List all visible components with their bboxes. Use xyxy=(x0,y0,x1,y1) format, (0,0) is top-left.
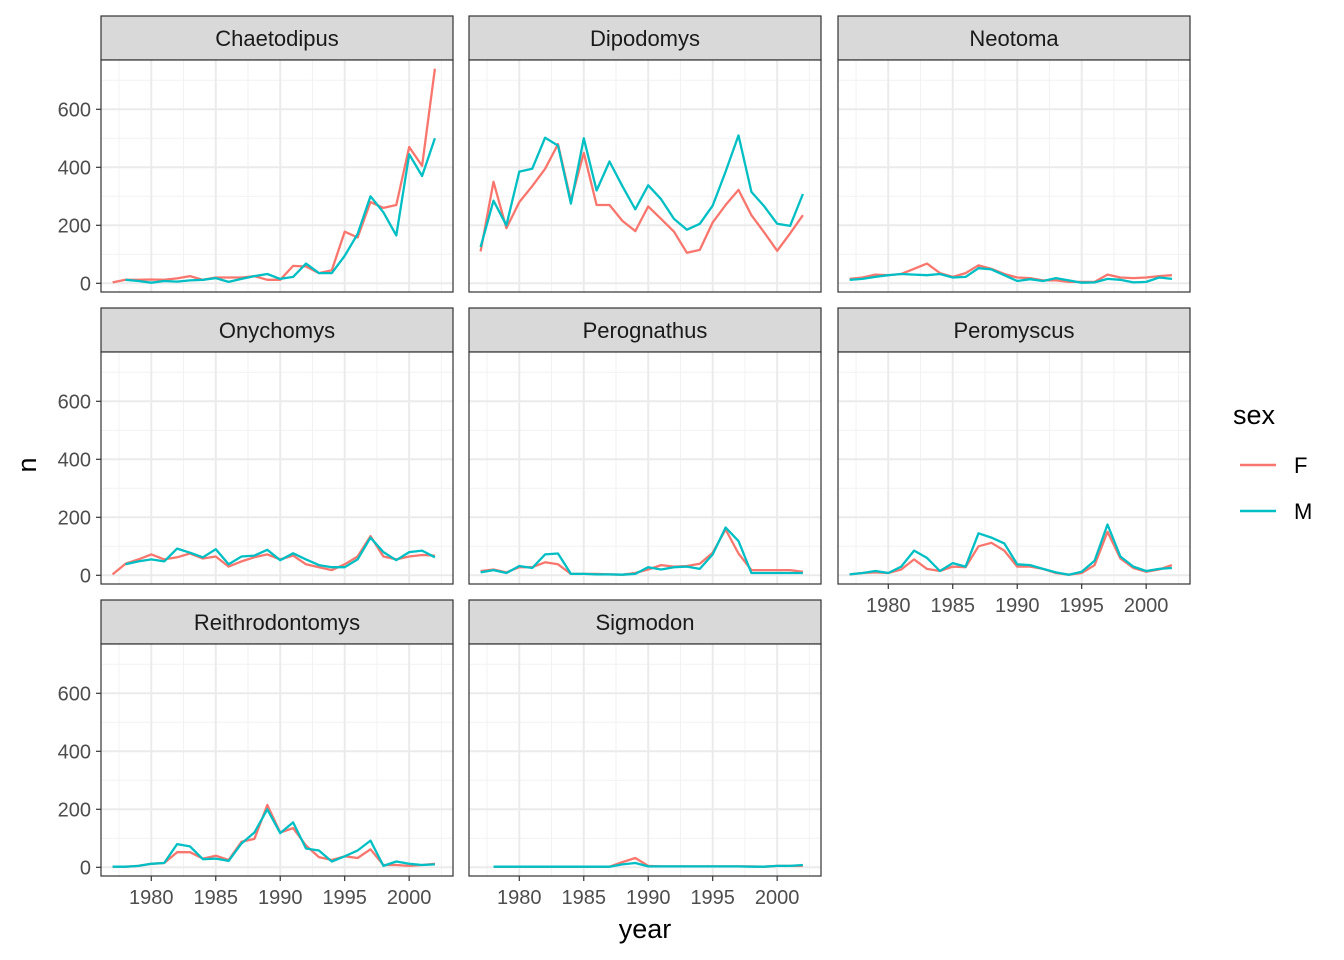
legend-title: sex xyxy=(1233,400,1276,430)
y-tick-label: 400 xyxy=(58,157,91,179)
strip-label-neotoma: Neotoma xyxy=(969,26,1059,51)
series-line-chaetodipus-m xyxy=(125,137,436,284)
x-tick-label: 2000 xyxy=(755,887,800,909)
y-tick-label: 0 xyxy=(80,565,91,587)
legend-label-m: M xyxy=(1294,499,1312,524)
series-line-dipodomys-m xyxy=(479,134,804,248)
panel-border xyxy=(837,59,1191,293)
panel-peromyscus: Peromyscus 1980 1985 1990 1995 2000 xyxy=(837,307,1191,617)
panel-perognathus: Perognathus xyxy=(468,307,822,585)
panel-background xyxy=(469,60,821,292)
panel-background xyxy=(469,352,821,584)
x-tick-label: 1990 xyxy=(258,887,303,909)
panel-border xyxy=(100,351,454,585)
y-axis-title: n xyxy=(12,457,42,472)
panel-neotoma: Neotoma xyxy=(837,15,1191,293)
series-line-reithrodontomys-m xyxy=(112,808,435,868)
panel-border xyxy=(468,643,822,877)
x-tick-label: 1990 xyxy=(626,887,671,909)
y-tick-label: 200 xyxy=(58,507,91,529)
panel-background xyxy=(838,352,1190,584)
panel-border xyxy=(100,59,454,293)
strip-label-reithrodontomys: Reithrodontomys xyxy=(194,610,360,635)
x-tick-label: 1980 xyxy=(497,887,542,909)
x-tick-label: 1985 xyxy=(562,887,607,909)
panel-sigmodon: Sigmodon 1980 1985 1990 1995 2000 xyxy=(468,599,822,909)
y-tick-label: 0 xyxy=(80,273,91,295)
strip-label-perognathus: Perognathus xyxy=(583,318,708,343)
panel-border xyxy=(837,351,1191,585)
panels-layer: Chaetodipus 0 200 400 600 Dipodomys Neotoma Ony… xyxy=(58,15,1191,909)
strip-label-chaetodipus: Chaetodipus xyxy=(215,26,339,51)
strip-label-onychomys: Onychomys xyxy=(219,318,335,343)
x-axis-title: year xyxy=(619,914,672,944)
x-tick-label: 1985 xyxy=(194,887,239,909)
strip-chaetodipus xyxy=(100,15,454,61)
panel-chaetodipus: Chaetodipus 0 200 400 600 xyxy=(58,15,454,295)
panel-border xyxy=(468,351,822,585)
y-tick-label: 0 xyxy=(80,857,91,879)
x-tick-label: 1990 xyxy=(995,595,1040,617)
x-tick-label: 1995 xyxy=(1059,595,1104,617)
panel-onychomys: Onychomys 0 200 400 600 xyxy=(58,307,454,587)
panel-border xyxy=(100,643,454,877)
y-tick-label: 600 xyxy=(58,99,91,121)
panel-background xyxy=(101,60,453,292)
x-tick-label: 2000 xyxy=(1124,595,1169,617)
series-line-sigmodon-m xyxy=(493,861,803,868)
series-line-chaetodipus-f xyxy=(112,68,437,284)
strip-onychomys xyxy=(100,307,454,353)
strip-dipodomys xyxy=(468,15,822,61)
series-line-perognathus-m xyxy=(480,526,803,576)
strip-sigmodon xyxy=(468,599,822,645)
panel-dipodomys: Dipodomys xyxy=(468,15,822,293)
series-line-onychomys-m xyxy=(125,536,436,569)
panel-background xyxy=(469,644,821,876)
y-tick-label: 400 xyxy=(58,449,91,471)
series-line-neotoma-m xyxy=(849,267,1173,284)
strip-reithrodontomys xyxy=(100,599,454,645)
x-tick-label: 1980 xyxy=(129,887,174,909)
x-tick-label: 1995 xyxy=(322,887,367,909)
legend-label-f: F xyxy=(1294,453,1307,478)
legend: sex F M xyxy=(1233,400,1312,524)
panel-background xyxy=(101,644,453,876)
series-line-peromyscus-m xyxy=(849,523,1172,576)
panel-border xyxy=(468,59,822,293)
y-tick-label: 200 xyxy=(58,215,91,237)
panel-background xyxy=(838,60,1190,292)
strip-label-dipodomys: Dipodomys xyxy=(590,26,700,51)
strip-label-peromyscus: Peromyscus xyxy=(953,318,1074,343)
strip-peromyscus xyxy=(837,307,1191,353)
x-tick-label: 2000 xyxy=(387,887,432,909)
y-tick-label: 400 xyxy=(58,741,91,763)
panel-reithrodontomys: Reithrodontomys 0 200 400 600 1980 1985 1990 199… xyxy=(58,599,454,909)
y-tick-label: 200 xyxy=(58,799,91,821)
y-tick-label: 600 xyxy=(58,683,91,705)
strip-neotoma xyxy=(837,15,1191,61)
strip-perognathus xyxy=(468,307,822,353)
x-tick-label: 1985 xyxy=(931,595,976,617)
strip-label-sigmodon: Sigmodon xyxy=(595,610,694,635)
series-line-dipodomys-f xyxy=(479,142,804,254)
x-tick-label: 1980 xyxy=(866,595,911,617)
x-tick-label: 1995 xyxy=(690,887,735,909)
y-tick-label: 600 xyxy=(58,391,91,413)
panel-background xyxy=(101,352,453,584)
